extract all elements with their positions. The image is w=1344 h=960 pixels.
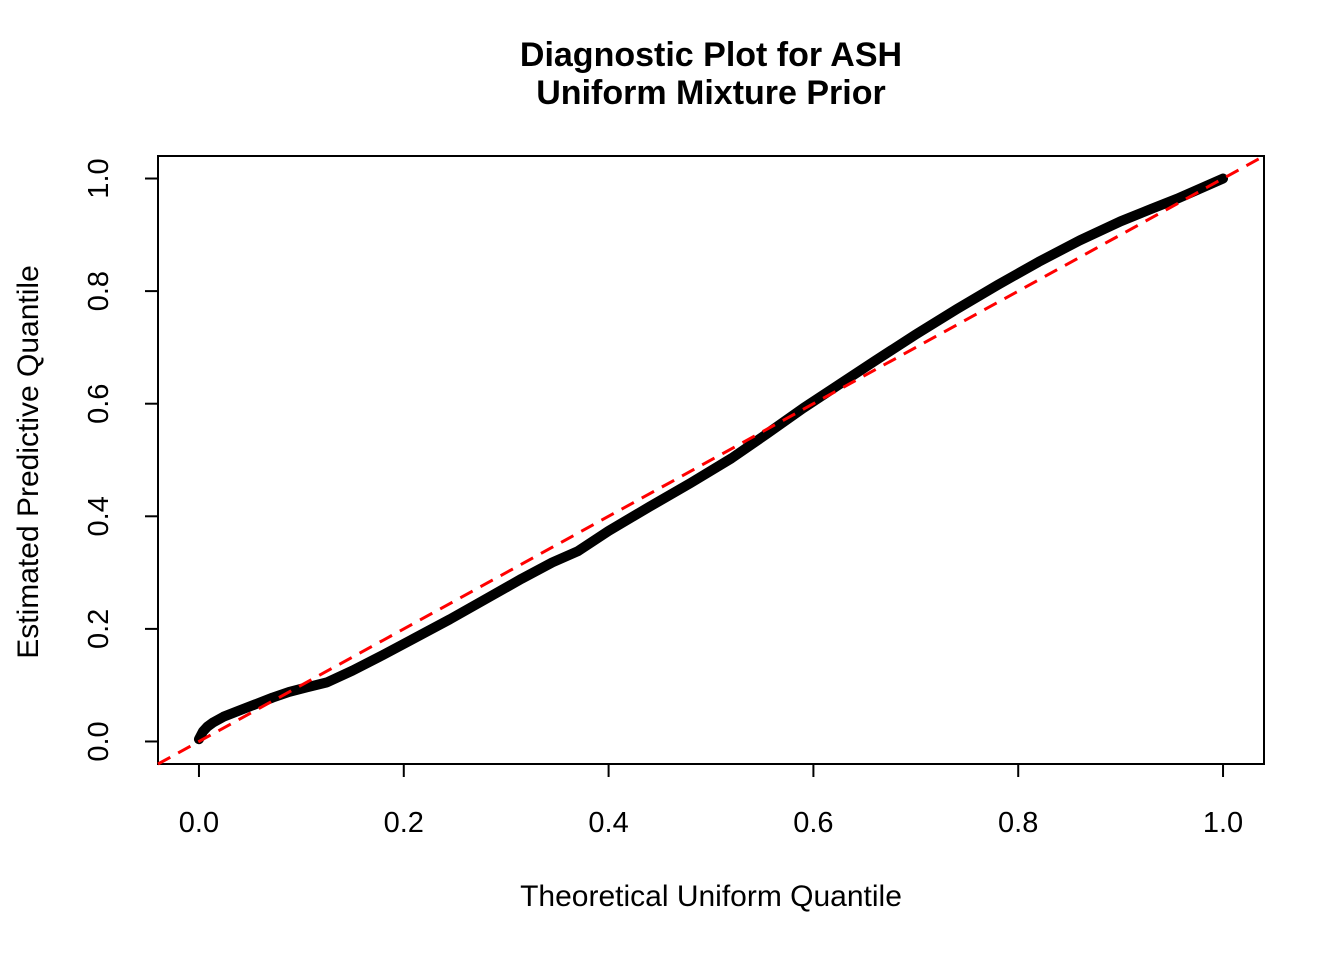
y-axis-title: Estimated Predictive Quantile: [12, 265, 45, 659]
x-tick-label: 0.8: [998, 807, 1038, 839]
plot-frame: [157, 155, 1265, 765]
reference-line: [157, 154, 1265, 766]
x-tick-label: 0.2: [384, 807, 424, 839]
y-tick-label: 0.4: [83, 496, 115, 536]
y-tick-label: 1.0: [83, 158, 115, 198]
y-tick-label: 0.0: [83, 721, 115, 761]
y-tick-label: 0.6: [83, 384, 115, 424]
x-tick-label: 1.0: [1203, 807, 1243, 839]
chart-title: Diagnostic Plot for ASH Uniform Mixture …: [158, 36, 1264, 112]
x-tick-label: 0.6: [793, 807, 833, 839]
x-tick-label: 0.4: [588, 807, 628, 839]
chart-title-line2: Uniform Mixture Prior: [536, 74, 886, 112]
x-tick-label: 0.0: [179, 807, 219, 839]
chart-title-line1: Diagnostic Plot for ASH: [519, 36, 903, 74]
qq-curve: [193, 173, 1229, 745]
x-axis-title: Theoretical Uniform Quantile: [520, 880, 902, 913]
y-tick-label: 0.8: [83, 271, 115, 311]
y-tick-label: 0.2: [83, 609, 115, 649]
